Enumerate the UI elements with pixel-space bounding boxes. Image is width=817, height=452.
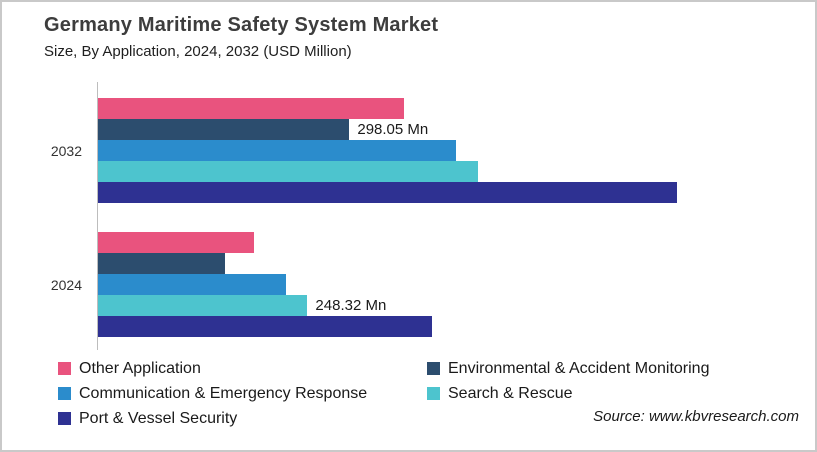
year-label-2032: 2032 — [50, 142, 82, 159]
legend-label-search-rescue: Search & Rescue — [448, 384, 573, 402]
bar-row: 298.05 Mn — [98, 119, 798, 140]
bar-2032-search-rescue — [98, 161, 479, 182]
legend: Other Application Environmental & Acciden… — [58, 359, 806, 428]
legend-label-port-vessel-security: Port & Vessel Security — [79, 409, 238, 427]
legend-item-other-application: Other Application — [58, 359, 427, 378]
legend-label-communication-emergency-response: Communication & Emergency Response — [79, 384, 368, 402]
legend-swatch-search-rescue — [427, 387, 440, 400]
legend-label-environmental-accident-monitoring: Environmental & Accident Monitoring — [448, 359, 710, 377]
bar-row — [98, 232, 798, 253]
legend-swatch-port-vessel-security — [58, 412, 71, 425]
year-label-2024: 2024 — [50, 276, 82, 293]
bar-group-2032: 2032 298.05 Mn — [51, 98, 798, 203]
legend-item-environmental-accident-monitoring: Environmental & Accident Monitoring — [427, 359, 806, 378]
bar-2032-communication-emergency-response — [98, 140, 457, 161]
bar-row — [98, 274, 798, 295]
chart-title: Germany Maritime Safety System Market — [44, 14, 439, 36]
bar-2032-port-vessel-security — [98, 182, 678, 203]
plot-area: 2032 298.05 Mn 2024 248.32 Mn — [51, 82, 798, 350]
chart-subtitle: Size, By Application, 2024, 2032 (USD Mi… — [44, 43, 352, 60]
legend-item-port-vessel-security: Port & Vessel Security — [58, 409, 427, 428]
legend-label-other-application: Other Application — [79, 359, 201, 377]
bar-row — [98, 98, 798, 119]
bar-row — [98, 140, 798, 161]
bar-row — [98, 161, 798, 182]
bar-2024-environmental-accident-monitoring — [98, 253, 226, 274]
bar-row — [98, 182, 798, 203]
bar-row — [98, 316, 798, 337]
legend-swatch-other-application — [58, 362, 71, 375]
legend-swatch-communication-emergency-response — [58, 387, 71, 400]
bar-2024-other-application — [98, 232, 255, 253]
bar-row — [98, 253, 798, 274]
legend-item-communication-emergency-response: Communication & Emergency Response — [58, 384, 427, 403]
data-label-2024-search-rescue: 248.32 Mn — [315, 297, 387, 314]
bar-group-2024: 2024 248.32 Mn — [51, 232, 798, 337]
bar-2024-communication-emergency-response — [98, 274, 287, 295]
source-credit: Source: www.kbvresearch.com — [593, 408, 799, 425]
bar-2032-environmental-accident-monitoring — [98, 119, 350, 140]
bar-2024-search-rescue — [98, 295, 308, 316]
bar-row: 248.32 Mn — [98, 295, 798, 316]
bar-2024-port-vessel-security — [98, 316, 432, 337]
legend-item-search-rescue: Search & Rescue — [427, 384, 806, 403]
bar-2032-other-application — [98, 98, 405, 119]
legend-swatch-environmental-accident-monitoring — [427, 362, 440, 375]
data-label-2032-environmental-accident-monitoring: 298.05 Mn — [357, 121, 429, 138]
